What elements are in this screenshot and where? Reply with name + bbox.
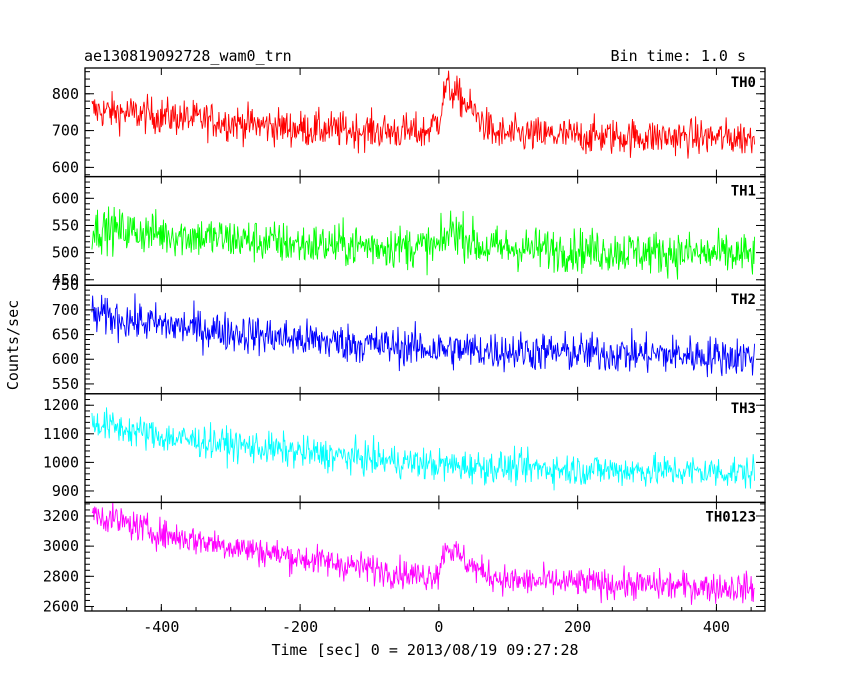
y-tick-label: 1000 xyxy=(43,453,79,471)
panel-th1: 450 500 550 600 TH1 xyxy=(52,175,766,289)
series-label-th2: TH2 xyxy=(731,292,756,308)
x-axis-title: Time [sec] 0 = 2013/08/19 09:27:28 xyxy=(271,641,578,659)
series-label-th3: TH3 xyxy=(731,401,756,417)
y-tick-label: 600 xyxy=(52,189,79,207)
panel-frame xyxy=(84,175,766,286)
x-tick-label: -400 xyxy=(143,618,179,636)
y-tick-label: 3200 xyxy=(43,507,79,525)
series-line-th0 xyxy=(91,70,756,159)
y-tick-label: 2600 xyxy=(43,597,79,615)
y-tick-label: 600 xyxy=(52,350,79,368)
series-line-th2 xyxy=(91,293,756,378)
series-line-th3 xyxy=(91,407,756,491)
x-tick-label: 0 xyxy=(434,618,443,636)
x-tick-label: 400 xyxy=(703,618,730,636)
x-tick-label: -200 xyxy=(282,618,318,636)
y-tick-label: 3000 xyxy=(43,537,79,555)
y-tick-label: 550 xyxy=(52,375,79,393)
bin-time-label: Bin time: 1.0 s xyxy=(611,47,746,65)
y-tick-label: 550 xyxy=(52,216,79,234)
y-tick-label: 450 xyxy=(52,271,79,289)
series-line-th1 xyxy=(91,206,756,280)
panel-frame xyxy=(84,501,766,612)
y-tick-label: 800 xyxy=(52,85,79,103)
series-label-th0123: TH0123 xyxy=(705,509,756,525)
series-label-th0: TH0 xyxy=(731,75,756,91)
y-tick-label: 2800 xyxy=(43,567,79,585)
y-tick-label: 650 xyxy=(52,326,79,344)
y-tick-label: 750 xyxy=(52,276,79,294)
panel-frame xyxy=(84,284,766,395)
y-axis-title: Counts/sec xyxy=(4,300,22,390)
y-tick-label: 900 xyxy=(52,482,79,500)
panel-th3: 900 1000 1100 1200 TH3 xyxy=(43,393,766,504)
panel-frame xyxy=(84,67,766,178)
panel-th2: 550 600 650 700 750 TH2 xyxy=(52,276,766,395)
x-tick-label: 200 xyxy=(564,618,591,636)
series-line-th0123 xyxy=(91,502,755,605)
observation-id-title: ae130819092728_wam0_trn xyxy=(84,47,292,65)
series-label-th1: TH1 xyxy=(731,184,756,200)
x-axis: -400 -200 0 200 400 xyxy=(91,607,752,636)
y-tick-label: 1200 xyxy=(43,396,79,414)
y-tick-label: 600 xyxy=(52,158,79,176)
panel-th0: 600 700 800 TH0 xyxy=(52,67,766,178)
panels-group: 600 700 800 TH0 450 500 550 600 TH1 550 600 650 700 7… xyxy=(43,67,766,615)
y-tick-label: 500 xyxy=(52,244,79,262)
panel-th0123: 2600 2800 3000 3200 TH0123 xyxy=(43,501,766,615)
panel-frame xyxy=(84,393,766,504)
y-tick-label: 1100 xyxy=(43,425,79,443)
y-tick-label: 700 xyxy=(52,122,79,140)
y-tick-label: 700 xyxy=(52,301,79,319)
